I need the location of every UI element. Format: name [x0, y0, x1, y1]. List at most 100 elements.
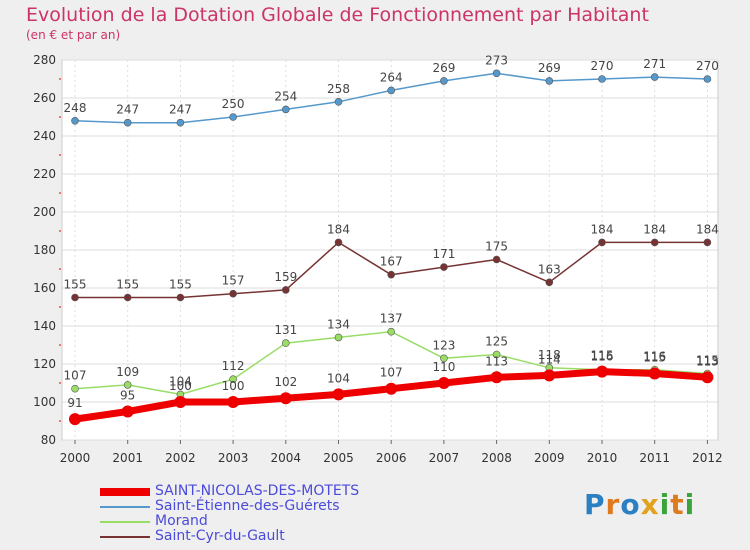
- data-label: 184: [327, 222, 350, 236]
- y-tick-label: 260: [33, 91, 56, 105]
- data-label: 184: [591, 222, 614, 236]
- data-point: [492, 350, 501, 359]
- data-point: [703, 238, 712, 247]
- legend-swatch: [100, 521, 150, 523]
- data-label: 270: [696, 59, 719, 73]
- data-label: 247: [169, 103, 192, 117]
- logo-letter: o: [620, 488, 641, 521]
- data-point: [492, 69, 501, 78]
- data-point: [387, 86, 396, 95]
- data-label: 115: [643, 351, 666, 365]
- data-label: 248: [64, 101, 87, 115]
- data-label: 109: [116, 365, 139, 379]
- data-label: 269: [538, 61, 561, 75]
- data-point: [123, 381, 132, 389]
- data-point: [229, 375, 237, 384]
- data-point: [490, 371, 503, 384]
- logo-letter: i: [684, 488, 696, 521]
- x-tick-label: 2012: [692, 451, 723, 465]
- data-point: [227, 396, 240, 408]
- data-label: 107: [380, 366, 403, 380]
- data-point: [437, 377, 450, 389]
- data-point: [598, 75, 606, 83]
- data-point: [334, 98, 343, 106]
- data-point: [123, 118, 132, 127]
- data-point: [701, 371, 714, 384]
- data-point: [123, 293, 132, 302]
- data-label: 155: [116, 278, 139, 292]
- data-point: [385, 382, 398, 395]
- data-point: [598, 238, 606, 247]
- y-tick-label: 120: [33, 357, 56, 371]
- x-tick-label: 2010: [587, 451, 618, 465]
- x-tick-label: 2001: [112, 451, 143, 465]
- x-tick-label: 2008: [481, 451, 512, 465]
- data-label: 171: [432, 247, 455, 261]
- y-tick-label: 160: [33, 281, 56, 295]
- data-label: 100: [169, 379, 192, 393]
- legend-swatch: [100, 536, 150, 538]
- data-label: 110: [432, 360, 455, 374]
- y-tick-label: 180: [33, 243, 56, 257]
- logo-letter: P: [584, 488, 606, 521]
- data-label: 102: [274, 375, 297, 389]
- data-label: 113: [696, 354, 719, 368]
- proxiti-logo: Proxiti: [584, 488, 695, 521]
- data-label: 91: [67, 396, 82, 410]
- data-label: 95: [120, 389, 135, 403]
- data-label: 100: [222, 379, 245, 393]
- y-tick-label: 220: [33, 167, 56, 181]
- data-label: 104: [327, 371, 350, 385]
- data-point: [387, 270, 396, 279]
- data-label: 157: [222, 274, 245, 288]
- x-tick-label: 2007: [429, 451, 460, 465]
- data-point: [543, 369, 556, 382]
- data-point: [703, 75, 712, 83]
- x-tick-label: 2011: [639, 451, 670, 465]
- x-tick-label: 2009: [534, 451, 565, 465]
- data-label: 247: [116, 103, 139, 117]
- data-point: [440, 354, 448, 363]
- data-point: [281, 286, 290, 294]
- data-point: [279, 392, 292, 405]
- data-label: 155: [169, 278, 192, 292]
- legend-swatch: [100, 488, 150, 496]
- logo-letter: x: [640, 488, 660, 521]
- chart-subtitle: (en € et par an): [26, 28, 121, 42]
- x-tick-label: 2000: [60, 451, 91, 465]
- legend-label: Morand: [155, 513, 208, 529]
- legend-item: SAINT-NICOLAS-DES-MOTETS: [100, 484, 460, 499]
- data-point: [176, 118, 185, 127]
- data-label: 118: [538, 348, 561, 362]
- data-label: 258: [327, 82, 350, 96]
- data-label: 116: [591, 350, 614, 364]
- legend-item: Morand: [100, 514, 460, 529]
- data-point: [545, 77, 554, 85]
- data-point: [648, 367, 661, 380]
- y-tick-label: 240: [33, 129, 56, 143]
- data-label: 273: [485, 53, 508, 67]
- data-point: [650, 73, 659, 81]
- data-label: 137: [380, 312, 403, 326]
- data-label: 184: [696, 222, 719, 236]
- data-label: 104: [169, 374, 192, 388]
- data-label: 134: [327, 317, 350, 331]
- data-point: [545, 278, 554, 287]
- chart-title: Evolution de la Dotation Globale de Fonc…: [26, 4, 649, 26]
- x-tick-label: 2006: [376, 451, 407, 465]
- data-point: [650, 238, 659, 247]
- data-point: [440, 263, 448, 271]
- y-tick-label: 200: [33, 205, 56, 219]
- legend-item: Saint-Étienne-des-Guérets: [100, 499, 460, 514]
- data-label: 167: [380, 255, 403, 269]
- data-point: [121, 405, 134, 418]
- data-point: [176, 293, 185, 302]
- data-label: 264: [380, 70, 403, 84]
- data-point: [332, 388, 345, 401]
- legend-label: Saint-Étienne-des-Guérets: [155, 498, 340, 514]
- data-label: 131: [274, 323, 297, 337]
- data-label: 159: [274, 270, 297, 284]
- x-tick-label: 2003: [218, 451, 249, 465]
- data-label: 113: [485, 354, 508, 368]
- data-point: [492, 255, 501, 264]
